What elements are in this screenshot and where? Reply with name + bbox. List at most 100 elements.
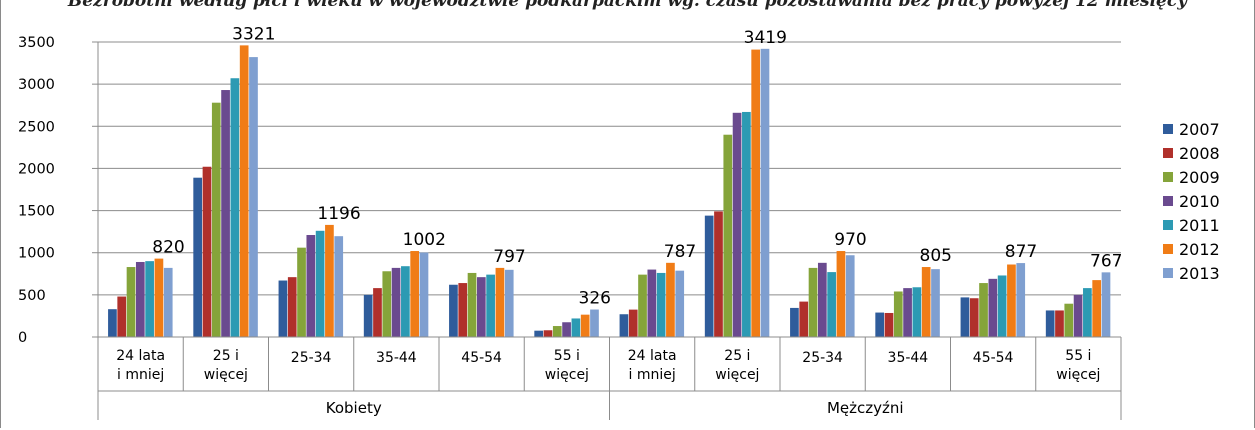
bar [790, 307, 799, 337]
y-tick-label: 1000 [18, 246, 55, 262]
x-tick-label: 45-54 [973, 350, 1014, 366]
bar [117, 296, 127, 337]
x-tick-label: 24 lata i mniej [116, 348, 165, 383]
bar [997, 275, 1007, 337]
legend-swatch [1163, 268, 1173, 278]
bar [135, 261, 145, 337]
bar [903, 288, 912, 337]
bar [363, 294, 373, 337]
data-label: 787 [664, 242, 696, 262]
bar [988, 278, 998, 337]
data-label: 326 [579, 289, 611, 309]
bar [325, 224, 334, 337]
bar [704, 215, 714, 337]
bar [334, 236, 344, 337]
bar [638, 274, 647, 337]
bar [163, 267, 173, 337]
data-label: 3321 [232, 24, 275, 44]
bar [221, 90, 230, 337]
bar [836, 251, 846, 337]
group-label: Mężczyźni [827, 399, 904, 417]
bar [827, 272, 836, 337]
bar [391, 267, 401, 337]
bar [580, 314, 590, 337]
bar [534, 330, 544, 337]
bar [1064, 303, 1074, 337]
bar [979, 283, 988, 337]
y-tick-label: 2500 [18, 119, 55, 135]
data-label: 797 [493, 247, 525, 267]
group-label: Kobiety [326, 399, 382, 417]
x-tick-label: 55 i więcej [1056, 348, 1100, 383]
bar [912, 287, 922, 337]
legend-label: 2009 [1179, 168, 1220, 187]
bar [799, 301, 809, 337]
legend-label: 2008 [1179, 144, 1220, 163]
bar [732, 112, 742, 337]
bar [193, 177, 203, 337]
x-tick-label: 25-34 [291, 350, 332, 366]
y-tick-label: 2000 [18, 161, 55, 177]
bar [202, 166, 212, 337]
bar [239, 45, 249, 338]
bar [306, 235, 316, 337]
bar [893, 291, 903, 337]
bar [315, 230, 325, 337]
chart-caption: Bezrobotni według płci i wieku w wojewód… [67, 0, 1188, 11]
bar [543, 330, 553, 337]
data-label: 1002 [403, 230, 446, 250]
y-tick-label: 500 [18, 288, 46, 304]
bar [845, 255, 855, 337]
legend-swatch [1163, 244, 1173, 254]
bar [504, 269, 514, 337]
bar [495, 267, 505, 337]
bar [742, 111, 751, 338]
data-label: 3419 [744, 28, 787, 48]
bar [751, 49, 761, 338]
bar [278, 280, 288, 337]
bar [419, 252, 429, 337]
bar [931, 269, 940, 337]
bar [410, 251, 420, 337]
x-tick-label: 55 i więcej [545, 348, 589, 383]
bar [666, 262, 675, 337]
bar [108, 309, 117, 337]
bar [458, 283, 468, 337]
legend-label: 2007 [1179, 120, 1220, 139]
bar [714, 211, 723, 337]
bar [249, 57, 258, 338]
bar [373, 288, 382, 337]
bar [969, 298, 979, 337]
data-label: 1196 [317, 204, 360, 224]
x-tick-label: 25 i więcej [715, 348, 759, 383]
bar [571, 318, 581, 337]
bar [552, 326, 562, 337]
bar [467, 272, 477, 337]
bar [145, 261, 154, 337]
bar [1007, 264, 1016, 337]
bar [921, 267, 931, 337]
bar [760, 48, 770, 337]
bar [297, 247, 306, 337]
bar [817, 262, 827, 337]
bar [211, 102, 221, 337]
y-tick-label: 3000 [18, 77, 55, 93]
legend-label: 2010 [1179, 192, 1220, 211]
x-tick-label: 35-44 [376, 350, 417, 366]
legend-swatch [1163, 172, 1173, 182]
bar [1055, 310, 1064, 337]
x-tick-label: 25 i więcej [204, 348, 248, 383]
bar [287, 277, 297, 337]
legend-swatch [1163, 124, 1173, 134]
data-label: 820 [152, 238, 184, 258]
x-tick-label: 25-34 [802, 350, 843, 366]
legend-swatch [1163, 148, 1173, 158]
bar [126, 267, 136, 337]
bar [723, 134, 733, 337]
x-tick-label: 24 lata i mniej [628, 348, 677, 383]
bar [1092, 280, 1102, 337]
legend-swatch [1163, 220, 1173, 230]
legend-swatch [1163, 196, 1173, 206]
bar [486, 274, 495, 337]
bar [382, 271, 392, 337]
